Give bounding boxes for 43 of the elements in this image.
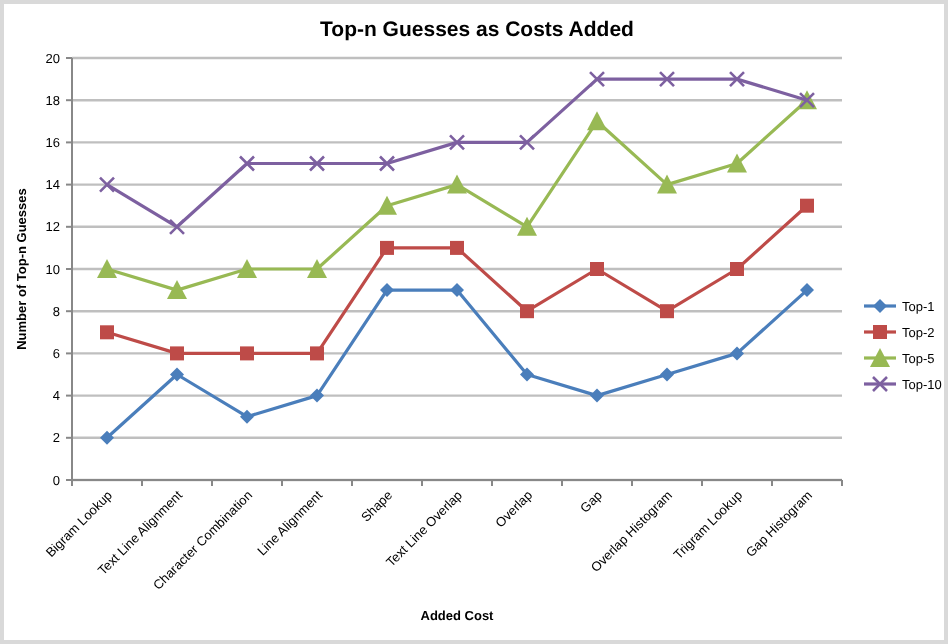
point bbox=[97, 259, 117, 278]
point bbox=[240, 346, 254, 361]
point bbox=[307, 259, 327, 278]
point bbox=[447, 174, 467, 194]
point bbox=[380, 283, 394, 298]
point bbox=[240, 409, 254, 424]
point bbox=[590, 388, 604, 403]
point bbox=[800, 198, 814, 213]
point bbox=[310, 388, 324, 403]
point bbox=[520, 304, 534, 319]
point bbox=[168, 218, 186, 236]
point bbox=[587, 111, 607, 131]
point bbox=[238, 155, 256, 172]
point bbox=[660, 304, 674, 319]
point bbox=[657, 174, 677, 194]
point bbox=[728, 70, 746, 88]
point bbox=[100, 430, 114, 445]
point bbox=[800, 283, 814, 298]
chart-title: Top-n Guesses as Costs Added bbox=[320, 18, 634, 42]
point bbox=[450, 240, 464, 255]
point bbox=[308, 155, 326, 172]
point bbox=[518, 134, 536, 151]
point bbox=[100, 325, 114, 340]
point bbox=[170, 367, 184, 382]
point bbox=[660, 367, 674, 382]
point bbox=[520, 367, 534, 382]
point bbox=[658, 70, 676, 88]
point bbox=[450, 283, 464, 298]
point bbox=[730, 262, 744, 276]
point bbox=[517, 216, 537, 236]
point bbox=[310, 346, 324, 361]
point bbox=[730, 346, 744, 361]
point bbox=[98, 176, 116, 193]
point bbox=[590, 262, 604, 276]
point bbox=[380, 240, 394, 255]
point bbox=[167, 280, 187, 300]
point bbox=[727, 153, 747, 173]
point bbox=[378, 155, 396, 172]
point bbox=[237, 259, 257, 278]
point bbox=[170, 346, 184, 361]
point bbox=[588, 70, 606, 88]
point bbox=[448, 134, 466, 151]
point bbox=[377, 195, 397, 215]
